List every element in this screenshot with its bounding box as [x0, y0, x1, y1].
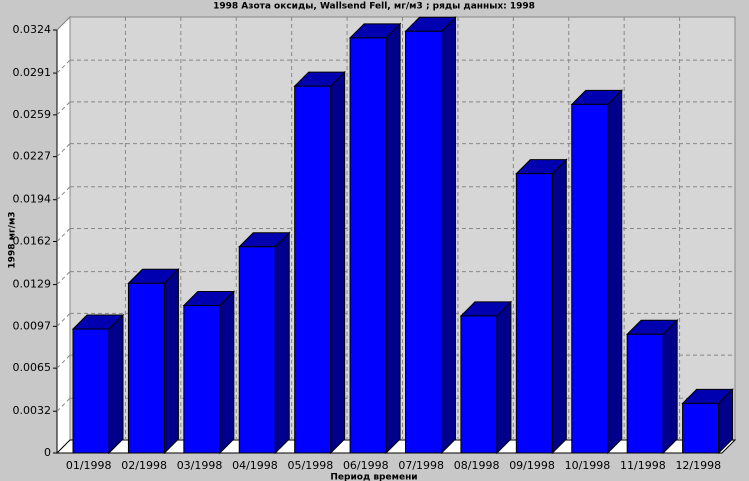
grid-line-side	[56, 354, 71, 369]
bar-side	[163, 268, 179, 455]
y-tick-label: 0.0291	[13, 66, 52, 79]
x-axis-label: Период времени	[330, 473, 417, 481]
chart-title: 1998 Азота оксиды, Wallsend Fell, мг/м3 …	[213, 2, 535, 12]
bar	[71, 313, 125, 455]
y-tick-label: 0.0259	[13, 108, 52, 121]
bar	[348, 22, 402, 455]
x-tick-label: 04/1998	[232, 459, 278, 472]
bar-front	[571, 103, 609, 454]
bar	[459, 300, 513, 455]
y-tick-label: 0.0324	[13, 23, 52, 36]
bar-front	[294, 85, 332, 454]
y-tick-label: 0.0162	[13, 235, 52, 248]
x-tick-label: 07/1998	[398, 459, 444, 472]
x-tick-label: 12/1998	[675, 459, 721, 472]
x-tick-label: 01/1998	[66, 459, 112, 472]
x-tick-label: 02/1998	[121, 459, 167, 472]
y-tick-label: 0.0065	[13, 361, 52, 374]
grid-line-side	[56, 397, 71, 412]
bar-front	[238, 246, 276, 454]
bar-side	[330, 70, 346, 455]
bar-side	[607, 89, 623, 455]
bar-side	[441, 16, 456, 455]
bar	[238, 231, 291, 455]
x-tick-label: 03/1998	[177, 459, 223, 472]
grid-line-side	[56, 16, 71, 31]
bar-side	[274, 231, 290, 455]
x-tick-label: 10/1998	[565, 459, 611, 472]
x-tick-label: 11/1998	[620, 459, 666, 472]
bar	[515, 158, 568, 455]
bar-front	[349, 37, 387, 454]
grid-line-side	[56, 59, 71, 74]
bar-front	[682, 402, 720, 454]
y-tick-label: 0.0194	[13, 193, 52, 206]
bar	[681, 388, 734, 455]
x-tick-label: 09/1998	[509, 459, 555, 472]
x-tick-label: 06/1998	[343, 459, 389, 472]
grid-line-side	[56, 228, 71, 242]
grid-line-side	[56, 186, 71, 201]
y-tick-label: 0.0032	[13, 404, 52, 417]
bar-front	[72, 328, 110, 454]
bar-side	[551, 158, 567, 455]
x-tick-label: 05/1998	[288, 459, 334, 472]
bar-front	[515, 173, 553, 454]
bar	[182, 290, 236, 455]
bar-side	[662, 318, 678, 455]
grid-line-side	[56, 143, 71, 157]
grid-line-side	[56, 101, 71, 116]
bar-side	[385, 22, 401, 455]
y-tick-label: 0.0129	[13, 278, 52, 291]
grid-line-side	[56, 271, 71, 285]
y-tick-label: 0	[44, 446, 51, 459]
bar-front	[183, 304, 221, 454]
bar	[404, 16, 457, 455]
y-axis-label: 1998 мг/м3	[8, 211, 18, 268]
bar-front	[460, 315, 498, 454]
bar-front	[626, 333, 664, 454]
bar	[570, 89, 623, 455]
bar	[293, 70, 346, 455]
bar	[127, 268, 180, 455]
y-tick-label: 0.0097	[13, 319, 52, 332]
bar	[625, 318, 679, 455]
bar-side	[496, 300, 512, 455]
y-tick-label: 0.0227	[13, 150, 52, 163]
bar-front	[127, 282, 165, 454]
x-tick-label: 08/1998	[454, 459, 500, 472]
bar-front	[405, 30, 442, 454]
bar-side	[219, 290, 235, 455]
grid-line-side	[56, 313, 71, 327]
bar-side	[108, 313, 124, 455]
